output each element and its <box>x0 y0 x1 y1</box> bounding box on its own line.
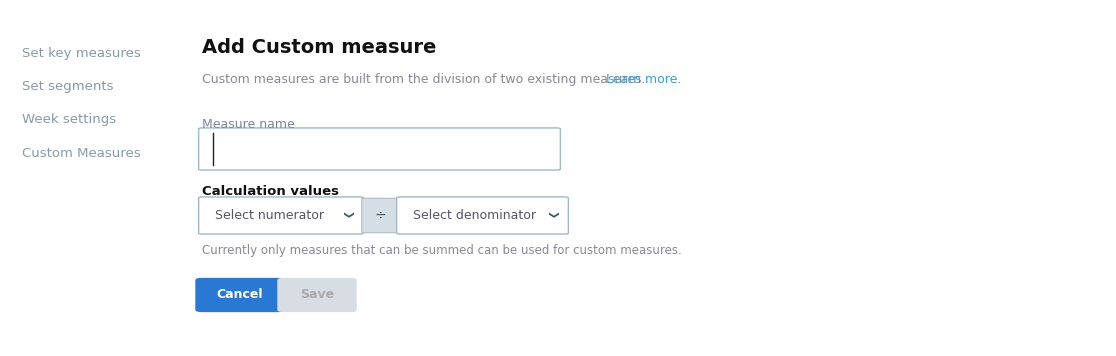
Text: Select numerator: Select numerator <box>215 209 325 222</box>
Text: Calculation values: Calculation values <box>202 185 339 198</box>
Text: Save: Save <box>300 288 334 302</box>
Text: Set segments: Set segments <box>22 80 114 93</box>
Text: Custom measures are built from the division of two existing measures.: Custom measures are built from the divis… <box>202 73 650 86</box>
Text: Custom Measures: Custom Measures <box>22 147 141 160</box>
Text: Set key measures: Set key measures <box>22 47 141 60</box>
FancyBboxPatch shape <box>195 278 285 312</box>
Text: Add Custom measure: Add Custom measure <box>202 38 436 57</box>
Text: Currently only measures that can be summed can be used for custom measures.: Currently only measures that can be summ… <box>202 244 682 257</box>
FancyBboxPatch shape <box>199 197 364 234</box>
Text: ÷: ÷ <box>374 209 386 222</box>
Text: Learn more.: Learn more. <box>606 73 682 86</box>
FancyBboxPatch shape <box>277 278 357 312</box>
FancyBboxPatch shape <box>396 197 568 234</box>
Text: Select denominator: Select denominator <box>413 209 537 222</box>
Text: Cancel: Cancel <box>217 288 263 302</box>
Text: ❯: ❯ <box>341 211 352 220</box>
FancyBboxPatch shape <box>362 198 398 233</box>
Text: ❯: ❯ <box>547 211 557 220</box>
Text: Measure name: Measure name <box>202 118 295 131</box>
Text: Week settings: Week settings <box>22 113 116 126</box>
FancyBboxPatch shape <box>199 128 560 170</box>
